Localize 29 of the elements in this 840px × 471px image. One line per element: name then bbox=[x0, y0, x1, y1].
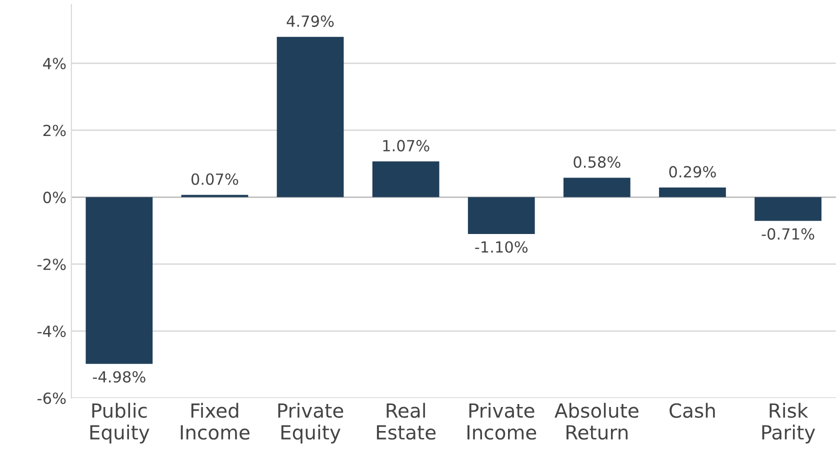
data-label: -4.98% bbox=[92, 371, 146, 383]
bar bbox=[86, 197, 153, 364]
data-label: 4.79% bbox=[286, 15, 334, 27]
x-tick-label: Cash bbox=[670, 402, 715, 418]
data-label: -0.71% bbox=[762, 228, 814, 240]
x-tick-label: Real Estate bbox=[376, 402, 436, 440]
x-tick-label: Risk Parity bbox=[762, 402, 816, 444]
x-tick-label: Absolute Return bbox=[554, 402, 638, 440]
data-label: -1.10% bbox=[475, 241, 528, 253]
bar bbox=[372, 161, 440, 198]
data-label: 0.07% bbox=[191, 173, 238, 185]
data-label: 0.29% bbox=[669, 166, 716, 178]
bar bbox=[563, 178, 630, 198]
bar bbox=[754, 197, 822, 221]
x-tick-label: Private Income bbox=[468, 402, 536, 440]
x-tick-label: Fixed Income bbox=[180, 402, 250, 440]
bar bbox=[276, 36, 344, 198]
y-tick-label: -4% bbox=[38, 326, 66, 338]
y-tick-label: 0% bbox=[43, 192, 66, 204]
y-tick-label: -6% bbox=[38, 392, 66, 404]
x-tick-label: Public Equity bbox=[90, 402, 150, 444]
y-tick-label: 4% bbox=[43, 58, 66, 70]
data-label: 1.07% bbox=[383, 140, 430, 152]
bar bbox=[468, 197, 535, 234]
y-tick-label: -2% bbox=[38, 258, 66, 270]
bar bbox=[659, 187, 726, 198]
y-tick-label: 2% bbox=[43, 124, 66, 136]
data-label: 0.58% bbox=[574, 156, 620, 168]
x-tick-label: Private Equity bbox=[278, 402, 344, 444]
